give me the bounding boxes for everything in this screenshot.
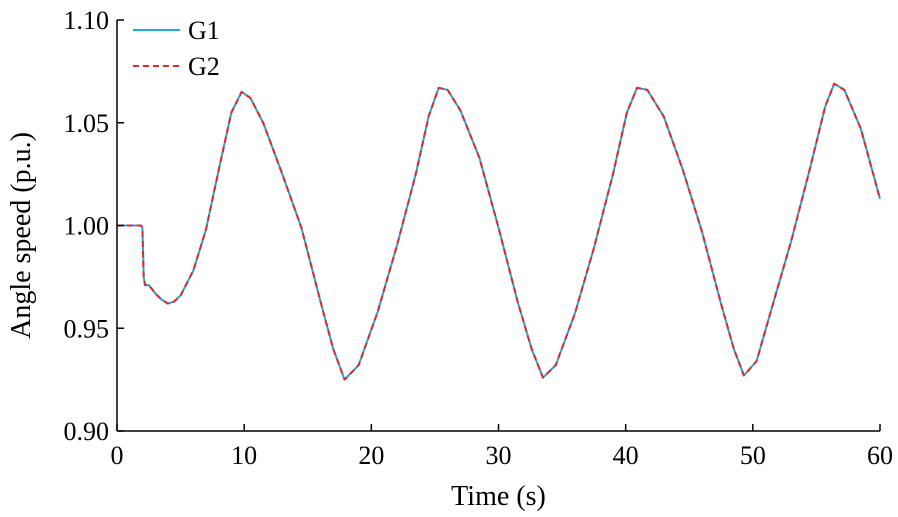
x-tick-label: 50 <box>740 441 766 470</box>
legend-item-g2: G2 <box>133 52 220 81</box>
y-tick-label: 1.05 <box>64 109 110 138</box>
x-ticks: 0 10 20 30 40 50 60 <box>111 424 893 470</box>
series-line-g1 <box>117 82 881 381</box>
y-tick-label: 1.10 <box>64 6 110 35</box>
y-ticks: 0.90 0.95 1.00 1.05 1.10 <box>64 6 124 446</box>
x-tick-label: 40 <box>613 441 639 470</box>
y-axis-title: Angle speed (p.u.) <box>6 132 37 339</box>
x-tick-label: 60 <box>867 441 893 470</box>
y-tick-label: 0.90 <box>64 417 110 446</box>
x-tick-label: 30 <box>486 441 512 470</box>
legend-label-g2: G2 <box>188 52 220 81</box>
x-tick-label: 10 <box>231 441 257 470</box>
x-axis-title: Time (s) <box>451 481 546 512</box>
x-tick-label: 0 <box>111 441 124 470</box>
y-tick-label: 1.00 <box>64 212 110 241</box>
series-line-g2 <box>117 82 881 381</box>
x-tick-label: 20 <box>358 441 384 470</box>
series-layer <box>117 82 881 381</box>
legend: G1 G2 <box>133 16 220 81</box>
y-tick-label: 0.95 <box>64 314 110 343</box>
legend-item-g1: G1 <box>133 16 220 45</box>
legend-label-g1: G1 <box>188 16 220 45</box>
plot-area: 0.90 0.95 1.00 1.05 1.10 0 10 20 30 40 50 60 <box>64 6 894 470</box>
